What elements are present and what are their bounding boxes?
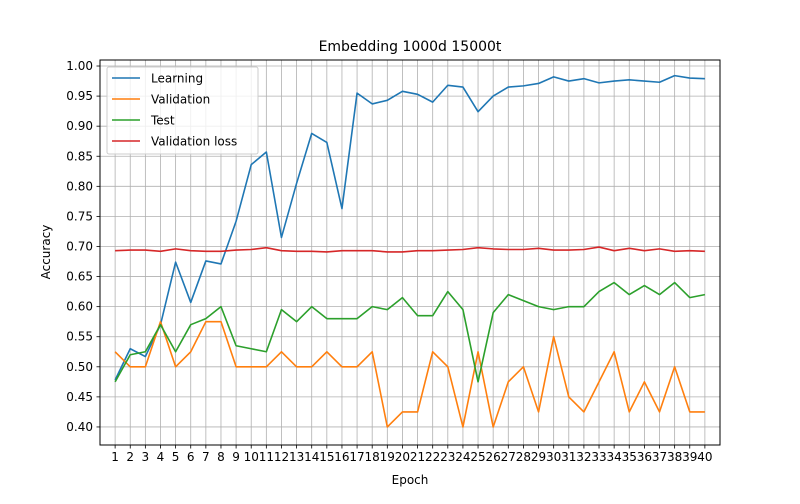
x-tick-label: 35 (622, 450, 637, 464)
x-tick-label: 16 (334, 450, 349, 464)
x-tick-label: 4 (157, 450, 165, 464)
x-tick-label: 13 (289, 450, 304, 464)
x-tick-label: 24 (455, 450, 470, 464)
x-tick-label: 1 (111, 450, 119, 464)
x-tick-label: 28 (516, 450, 531, 464)
x-tick-label: 36 (637, 450, 652, 464)
x-tick-label: 3 (142, 450, 150, 464)
x-tick-label: 5 (172, 450, 180, 464)
x-axis-label: Epoch (392, 473, 429, 487)
y-tick-label: 0.90 (66, 119, 93, 133)
x-tick-label: 20 (395, 450, 410, 464)
x-tick-label: 26 (486, 450, 501, 464)
legend: Learning Validation Test Validation loss (106, 66, 259, 155)
x-tick-label: 17 (349, 450, 364, 464)
y-axis-ticks: 0.40 0.45 0.50 0.55 0.60 0.65 0.70 0.75 0.80 0.85… (66, 59, 100, 434)
x-tick-label: 6 (187, 450, 195, 464)
x-tick-label: 40 (697, 450, 712, 464)
x-tick-label: 37 (652, 450, 667, 464)
x-axis-ticks: 1 2 3 4 5 6 7 8 9 10 11 12 13 14 15 16 17 18 19 20 21 22 23 24 2… (111, 445, 713, 464)
y-tick-label: 0.55 (66, 330, 93, 344)
y-tick-label: 0.95 (66, 89, 93, 103)
series-line-validation-loss (115, 246, 705, 253)
series-layer (114, 74, 706, 428)
y-tick-label: 1.00 (66, 59, 93, 73)
x-tick-label: 14 (304, 450, 319, 464)
legend-label: Validation (151, 93, 210, 107)
x-tick-label: 12 (274, 450, 289, 464)
x-tick-label: 29 (531, 450, 546, 464)
x-tick-label: 18 (365, 450, 380, 464)
x-tick-label: 19 (380, 450, 395, 464)
x-tick-label: 9 (232, 450, 240, 464)
x-tick-label: 21 (410, 450, 425, 464)
x-tick-label: 2 (126, 450, 134, 464)
series-line-learning (114, 74, 705, 381)
x-tick-label: 30 (546, 450, 561, 464)
legend-label: Test (150, 114, 175, 128)
x-tick-label: 31 (561, 450, 576, 464)
y-tick-label: 0.85 (66, 149, 93, 163)
x-tick-label: 8 (217, 450, 225, 464)
x-tick-label: 38 (667, 450, 682, 464)
x-tick-label: 7 (202, 450, 210, 464)
legend-label: Learning (151, 72, 203, 86)
legend-label: Validation loss (151, 135, 237, 149)
x-tick-label: 15 (319, 450, 334, 464)
chart-title: Embedding 1000d 15000t (319, 39, 502, 55)
y-tick-label: 0.65 (66, 270, 93, 284)
x-tick-label: 33 (591, 450, 606, 464)
y-tick-label: 0.40 (66, 420, 93, 434)
x-tick-label: 22 (425, 450, 440, 464)
y-tick-label: 0.50 (66, 360, 93, 374)
x-tick-label: 11 (259, 450, 274, 464)
x-tick-label: 25 (470, 450, 485, 464)
x-tick-label: 23 (440, 450, 455, 464)
x-tick-label: 10 (244, 450, 259, 464)
legend-box (106, 66, 259, 155)
y-tick-label: 0.60 (66, 300, 93, 314)
y-tick-label: 0.75 (66, 209, 93, 223)
y-axis-label: Accuracy (39, 225, 53, 280)
series-line-validation (114, 320, 705, 428)
y-tick-label: 0.45 (66, 390, 93, 404)
series-line-test (114, 281, 706, 383)
x-tick-label: 27 (501, 450, 516, 464)
x-tick-label: 39 (682, 450, 697, 464)
y-tick-label: 0.70 (66, 239, 93, 253)
x-tick-label: 32 (576, 450, 591, 464)
y-tick-label: 0.80 (66, 179, 93, 193)
x-tick-label: 34 (607, 450, 622, 464)
plot-frame (99, 59, 721, 446)
